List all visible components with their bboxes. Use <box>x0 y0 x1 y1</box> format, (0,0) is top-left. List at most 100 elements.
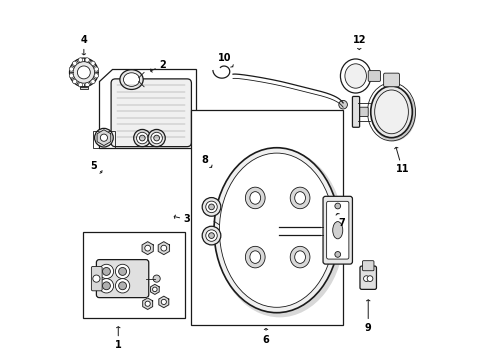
Circle shape <box>99 132 109 143</box>
Ellipse shape <box>371 87 415 141</box>
Text: 9: 9 <box>364 300 371 333</box>
Circle shape <box>99 264 113 279</box>
Circle shape <box>69 67 73 71</box>
FancyBboxPatch shape <box>323 196 352 264</box>
Circle shape <box>136 132 148 144</box>
Circle shape <box>115 264 129 279</box>
FancyBboxPatch shape <box>367 71 380 81</box>
Circle shape <box>153 135 159 141</box>
Circle shape <box>152 287 157 292</box>
Text: 6: 6 <box>262 329 269 345</box>
Circle shape <box>145 301 150 306</box>
FancyBboxPatch shape <box>359 266 376 289</box>
Polygon shape <box>159 296 168 308</box>
Ellipse shape <box>245 187 264 209</box>
Ellipse shape <box>245 246 264 268</box>
Circle shape <box>85 83 89 87</box>
FancyBboxPatch shape <box>111 79 191 147</box>
Circle shape <box>69 73 73 78</box>
Ellipse shape <box>219 153 333 307</box>
Circle shape <box>94 129 113 147</box>
Circle shape <box>85 58 89 62</box>
Circle shape <box>94 73 98 78</box>
Ellipse shape <box>290 246 309 268</box>
Text: 1: 1 <box>115 327 122 350</box>
FancyBboxPatch shape <box>362 261 373 271</box>
Ellipse shape <box>120 70 143 89</box>
Text: 10: 10 <box>218 53 233 67</box>
FancyBboxPatch shape <box>383 73 399 87</box>
Circle shape <box>161 245 166 251</box>
Circle shape <box>119 282 126 290</box>
Circle shape <box>69 58 98 87</box>
Circle shape <box>144 245 150 251</box>
Ellipse shape <box>294 192 305 204</box>
Circle shape <box>133 130 151 147</box>
Circle shape <box>72 80 77 84</box>
Ellipse shape <box>249 251 260 264</box>
FancyBboxPatch shape <box>355 107 367 117</box>
Circle shape <box>91 80 95 84</box>
Circle shape <box>153 275 160 282</box>
Circle shape <box>208 204 214 210</box>
Text: 4: 4 <box>81 35 87 55</box>
Circle shape <box>334 252 340 257</box>
Circle shape <box>119 267 126 275</box>
Text: 8: 8 <box>201 155 212 168</box>
Ellipse shape <box>123 73 139 86</box>
Circle shape <box>93 275 100 282</box>
Circle shape <box>148 130 165 147</box>
Circle shape <box>94 67 98 71</box>
Circle shape <box>102 282 110 290</box>
Ellipse shape <box>340 59 370 93</box>
FancyBboxPatch shape <box>326 201 348 259</box>
Circle shape <box>202 198 221 216</box>
Circle shape <box>77 66 90 79</box>
Circle shape <box>151 132 162 144</box>
Circle shape <box>366 276 372 282</box>
Bar <box>190 110 343 325</box>
Polygon shape <box>142 298 152 310</box>
Circle shape <box>78 58 82 62</box>
Polygon shape <box>97 130 110 145</box>
Text: 2: 2 <box>150 60 166 72</box>
Text: 7: 7 <box>335 213 344 228</box>
Circle shape <box>363 276 368 282</box>
Circle shape <box>72 61 77 66</box>
Ellipse shape <box>214 148 339 313</box>
Text: 12: 12 <box>352 35 365 49</box>
Circle shape <box>99 279 113 293</box>
FancyBboxPatch shape <box>352 96 359 127</box>
Circle shape <box>202 226 221 245</box>
FancyBboxPatch shape <box>96 260 148 298</box>
Circle shape <box>205 230 217 241</box>
Bar <box>83 232 185 318</box>
Ellipse shape <box>374 90 407 134</box>
Polygon shape <box>150 284 159 294</box>
Circle shape <box>91 61 95 66</box>
Bar <box>80 86 88 89</box>
Circle shape <box>161 300 166 305</box>
Circle shape <box>102 267 110 275</box>
Ellipse shape <box>290 187 309 209</box>
Text: 3: 3 <box>174 215 190 224</box>
Ellipse shape <box>370 86 411 138</box>
Ellipse shape <box>332 222 342 239</box>
Polygon shape <box>99 69 196 148</box>
Circle shape <box>338 100 346 109</box>
Ellipse shape <box>294 251 305 264</box>
Circle shape <box>78 83 82 87</box>
Circle shape <box>73 62 94 83</box>
Circle shape <box>100 134 107 141</box>
Circle shape <box>115 279 129 293</box>
FancyBboxPatch shape <box>91 266 102 291</box>
Circle shape <box>139 135 145 141</box>
Text: 5: 5 <box>90 161 102 173</box>
Polygon shape <box>158 242 169 255</box>
Ellipse shape <box>215 149 344 318</box>
Ellipse shape <box>344 64 366 88</box>
Circle shape <box>208 233 214 238</box>
Circle shape <box>205 201 217 213</box>
Circle shape <box>334 203 340 209</box>
Polygon shape <box>142 242 153 255</box>
